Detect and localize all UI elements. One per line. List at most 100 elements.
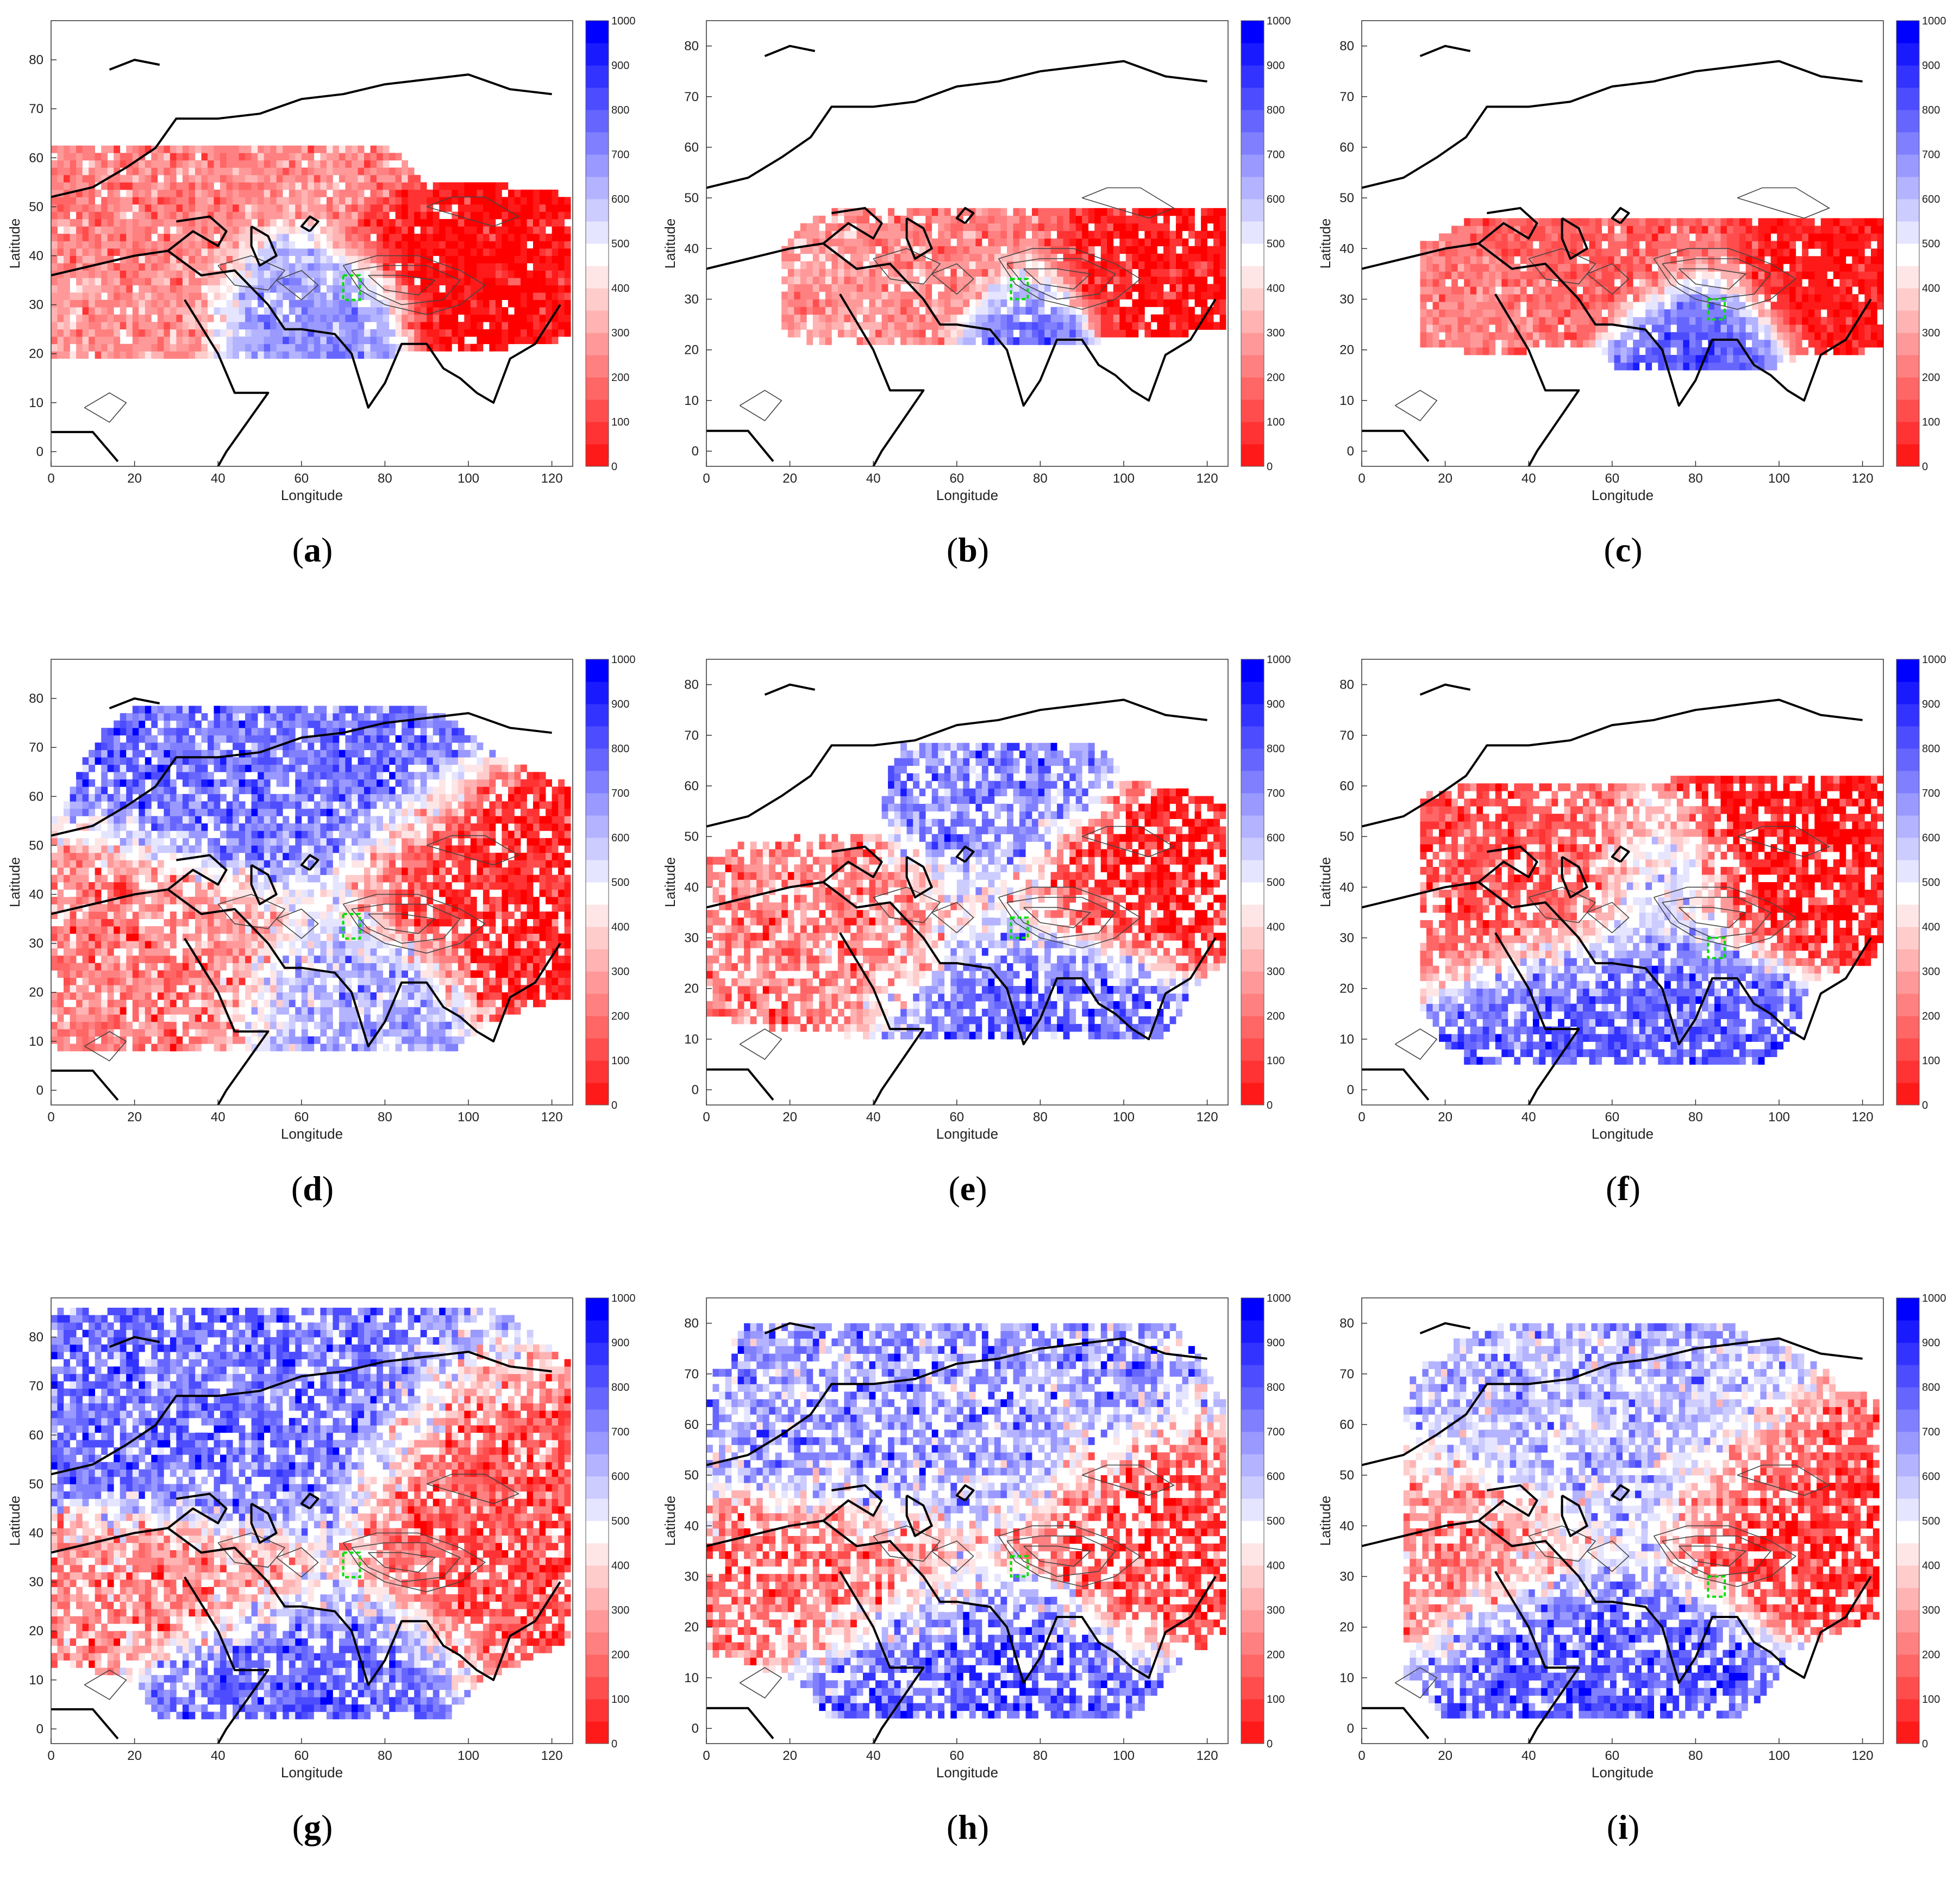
- heat-cell: [458, 241, 465, 249]
- heat-cell: [963, 337, 969, 345]
- heat-cell: [1508, 302, 1514, 309]
- heat-cell: [1207, 284, 1214, 292]
- heat-cell: [252, 160, 258, 168]
- heat-cell: [565, 256, 571, 264]
- heat-cell: [1796, 294, 1802, 302]
- heat-cell: [1051, 216, 1057, 223]
- heat-cell: [1627, 256, 1633, 264]
- heat-cell: [327, 307, 333, 315]
- heat-cell: [969, 329, 976, 337]
- heat-cell: [51, 234, 58, 241]
- heat-cell: [1595, 340, 1602, 347]
- heat-cell: [1470, 218, 1477, 226]
- heat-cell: [1213, 208, 1220, 216]
- heat-cell: [76, 1014, 83, 1022]
- heat-cell: [1451, 302, 1458, 309]
- colorbar-segment: [1241, 21, 1264, 43]
- heat-cell: [1739, 332, 1746, 340]
- heat-cell: [1846, 233, 1852, 241]
- heat-cell: [1508, 233, 1514, 241]
- heat-cell: [1132, 299, 1138, 307]
- heat-cell: [464, 285, 471, 293]
- heat-cell: [1144, 239, 1151, 246]
- heat-cell: [1670, 241, 1677, 248]
- heat-cell: [352, 167, 358, 175]
- heat-cell: [819, 254, 825, 261]
- heat-cell: [76, 1007, 83, 1015]
- heat-cell: [333, 315, 339, 322]
- heat-cell: [1157, 223, 1163, 231]
- heat-cell: [189, 241, 195, 249]
- heat-cell: [975, 307, 982, 315]
- heat-cell: [1464, 264, 1470, 271]
- heat-cell: [1539, 218, 1545, 226]
- heat-cell: [869, 292, 876, 299]
- heat-cell: [396, 336, 402, 344]
- heat-cell: [1639, 248, 1646, 256]
- heat-cell: [1871, 256, 1877, 264]
- heat-cell: [220, 160, 227, 168]
- heat-cell: [1439, 302, 1445, 309]
- heat-cell: [70, 204, 77, 212]
- heat-cell: [239, 292, 246, 300]
- heat-cell: [239, 167, 246, 175]
- heat-cell: [900, 315, 907, 322]
- heat-cell: [51, 1022, 58, 1029]
- heat-cell: [133, 292, 139, 300]
- heat-cell: [1733, 324, 1740, 332]
- heat-cell: [120, 248, 127, 256]
- heat-cell: [1138, 239, 1145, 246]
- heat-cell: [164, 351, 170, 359]
- heat-cell: [957, 299, 963, 307]
- heat-cell: [446, 204, 452, 212]
- heat-cell: [831, 322, 838, 329]
- heat-cell: [364, 160, 371, 168]
- heat-cell: [108, 146, 114, 153]
- heat-cell: [333, 219, 339, 227]
- heat-cell: [371, 351, 377, 359]
- heat-cell: [264, 160, 271, 168]
- heat-cell: [1026, 216, 1032, 223]
- heat-cell: [540, 219, 546, 227]
- heat-cell: [83, 757, 89, 765]
- heat-cell: [540, 234, 546, 241]
- heat-cell: [446, 190, 452, 197]
- heat-cell: [51, 926, 58, 934]
- heat-cell: [483, 307, 490, 315]
- heat-cell: [101, 344, 108, 352]
- heat-cell: [882, 231, 888, 239]
- heat-cell: [1614, 233, 1621, 241]
- heat-cell: [383, 146, 390, 153]
- heat-cell: [1633, 226, 1639, 233]
- heat-cell: [546, 248, 552, 256]
- heat-cell: [208, 263, 214, 271]
- heat-cell: [489, 271, 496, 278]
- heat-cell: [145, 256, 152, 264]
- heat-cell: [126, 146, 133, 153]
- heat-cell: [64, 897, 70, 904]
- heat-cell: [1188, 223, 1195, 231]
- heat-cell: [396, 211, 402, 219]
- heat-cell: [1464, 340, 1470, 347]
- heat-cell: [502, 211, 508, 219]
- heat-cell: [439, 329, 446, 337]
- heat-cell: [270, 167, 277, 175]
- heat-cell: [220, 146, 227, 153]
- heat-cell: [220, 211, 227, 219]
- heat-cell: [1508, 286, 1514, 294]
- heat-cell: [70, 860, 77, 868]
- heat-cell: [114, 153, 120, 160]
- heat-cell: [64, 978, 70, 985]
- heat-cell: [975, 254, 982, 261]
- heat-cell: [76, 867, 83, 875]
- heat-cell: [202, 248, 208, 256]
- heat-cell: [176, 322, 183, 329]
- heat-cell: [1520, 218, 1527, 226]
- heat-cell: [988, 246, 994, 254]
- heat-cell: [1614, 302, 1621, 309]
- heat-cell: [1846, 286, 1852, 294]
- heat-cell: [452, 329, 458, 337]
- heat-cell: [383, 256, 390, 264]
- heat-cell: [1201, 269, 1207, 277]
